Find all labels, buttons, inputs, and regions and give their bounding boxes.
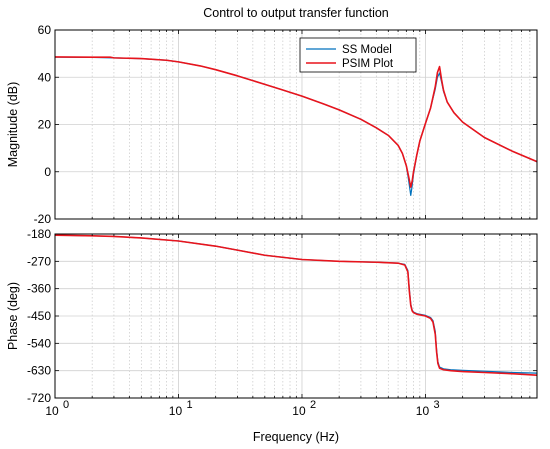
xtick-label-base: 10: [416, 404, 430, 418]
xtick-label-base: 10: [292, 404, 306, 418]
xlabel: Frequency (Hz): [253, 430, 339, 444]
phase-ytick-label: -180: [27, 227, 51, 241]
legend: SS Model PSIM Plot: [299, 37, 417, 73]
phase-ytick-label: -360: [27, 282, 51, 296]
magnitude-ytick-label: 0: [44, 165, 51, 179]
magnitude-ytick-label: -20: [34, 212, 52, 226]
legend-label-psim-plot: PSIM Plot: [342, 58, 394, 70]
phase-ytick-label: -630: [27, 364, 51, 378]
phase-grid: [54, 233, 538, 399]
phase-ytick-label: -540: [27, 336, 51, 350]
magnitude-ytick-label: 40: [38, 70, 52, 84]
legend-label-ss-model: SS Model: [342, 44, 392, 56]
magnitude-panel: 60 40 20 0 -20 Magnitude (dB) SS Model PSIM Plo…: [6, 23, 538, 226]
xtick-label-base: 10: [169, 404, 183, 418]
legend-box: [299, 37, 417, 73]
magnitude-series-psim-plot-line: [54, 56, 538, 188]
xtick-label-exponent: 1: [186, 399, 192, 411]
phase-ytick-label: -270: [27, 254, 51, 268]
magnitude-ylabel: Magnitude (dB): [6, 82, 20, 167]
phase-ylabel: Phase (deg): [6, 282, 20, 350]
phase-series-psim-plot-line: [54, 234, 538, 377]
xtick-label-exponent: 0: [63, 399, 69, 411]
chart-title: Control to output transfer function: [203, 6, 389, 20]
phase-ytick-label: -450: [27, 309, 51, 323]
magnitude-ytick-label: 60: [38, 23, 52, 37]
phase-ytick-label: -720: [27, 391, 51, 405]
xtick-label-exponent: 2: [310, 399, 316, 411]
xtick-label-exponent: 3: [433, 399, 439, 411]
xtick-label-base: 10: [45, 404, 59, 418]
magnitude-ytick-label: 20: [38, 118, 52, 132]
